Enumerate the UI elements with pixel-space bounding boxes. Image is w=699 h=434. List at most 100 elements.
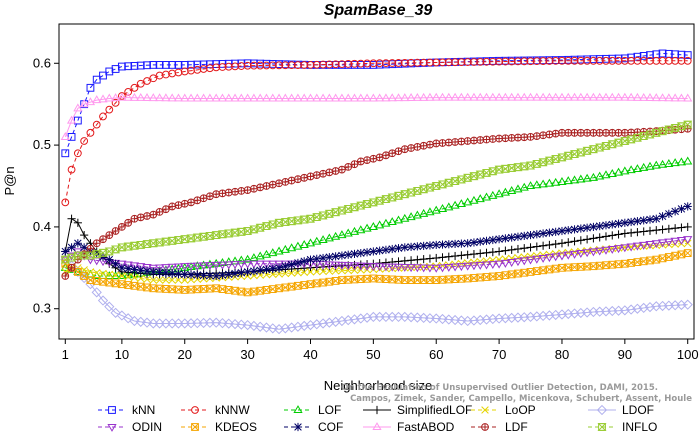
point-fastabod [129, 92, 140, 101]
point-inflo [525, 161, 536, 170]
point-knnw [457, 58, 466, 67]
point-knnw [350, 59, 359, 68]
point-ldof [236, 319, 247, 330]
point-simplifiedlof [80, 231, 89, 240]
point-odin [337, 261, 347, 270]
legend: kNN kNNW LOF SimplifiedLOF LoOP LDOF ODIN KDEOS… [98, 403, 657, 434]
point-odin [142, 263, 152, 272]
point-fastabod [425, 92, 435, 101]
x-tick-label: 50 [366, 347, 380, 362]
point-loop [344, 266, 352, 275]
point-odin [249, 260, 259, 269]
point-cof [570, 225, 579, 234]
point-simplifiedlof [601, 232, 611, 241]
point-lof [236, 255, 246, 264]
point-knnw [583, 56, 592, 65]
point-ldf [545, 130, 554, 139]
point-ldof [211, 317, 222, 328]
point-inflo [607, 140, 617, 149]
point-odin [381, 263, 391, 272]
point-inflo [318, 211, 328, 220]
series-knn [61, 49, 692, 158]
point-kdeos [432, 276, 441, 284]
point-ldof [97, 295, 109, 306]
x-tick-label: 30 [240, 347, 254, 362]
series-knnw [61, 56, 692, 207]
point-knn [105, 67, 114, 76]
point-lof [104, 271, 114, 280]
point-knnw [369, 59, 378, 68]
point-fastabod [154, 93, 165, 102]
legend-marker [481, 406, 489, 414]
point-inflo [224, 229, 234, 238]
point-fastabod [293, 93, 303, 102]
point-kdeos [212, 284, 221, 293]
point-cof [608, 220, 617, 229]
point-odin [431, 264, 441, 273]
point-odin [444, 263, 454, 272]
point-inflo [670, 124, 680, 132]
point-odin [576, 250, 586, 258]
point-kdeos [532, 267, 541, 275]
point-fastabod [243, 93, 253, 102]
point-odin [450, 263, 460, 272]
point-lof [620, 166, 630, 175]
point-ldf [92, 239, 101, 248]
point-odin [400, 263, 410, 272]
point-loop [294, 268, 302, 277]
point-inflo [349, 203, 360, 212]
legend-label: LDOF [622, 403, 654, 417]
point-ldf [407, 144, 415, 152]
point-ldf [155, 208, 164, 216]
point-odin [475, 261, 485, 270]
point-inflo [60, 255, 70, 264]
point-fastabod [274, 93, 284, 102]
point-kdeos [306, 280, 315, 289]
x-tick-label: 80 [555, 347, 569, 362]
point-odin [519, 257, 529, 266]
point-kdeos [294, 281, 302, 290]
point-knnw [237, 62, 246, 70]
point-ldf [426, 140, 434, 149]
point-ldf [400, 145, 409, 154]
point-knn [124, 62, 133, 71]
point-knnw [86, 128, 95, 137]
point-odin [167, 263, 177, 272]
point-cof [438, 240, 447, 249]
point-cof [142, 267, 152, 276]
legend-marker [293, 422, 303, 432]
point-ldf [564, 128, 573, 137]
point-lof [450, 200, 460, 209]
point-loop [426, 262, 434, 271]
point-knnw [92, 120, 101, 129]
point-knn [212, 60, 221, 68]
point-odin [362, 262, 372, 271]
point-ldf [99, 235, 107, 244]
point-ldf [143, 212, 151, 220]
point-kdeos [482, 273, 491, 281]
point-inflo [538, 158, 548, 167]
point-inflo [513, 163, 523, 172]
point-odin [148, 264, 158, 273]
point-fastabod [142, 93, 152, 102]
point-inflo [117, 243, 127, 252]
series-cof [61, 202, 692, 281]
point-fastabod [588, 92, 599, 101]
point-fastabod [481, 92, 492, 101]
series-line-knnw [64, 60, 688, 203]
point-loop [287, 269, 296, 277]
point-simplifiedlof [482, 248, 491, 257]
point-fastabod [582, 92, 592, 101]
point-fastabod [224, 93, 234, 102]
point-ldf [287, 176, 296, 185]
point-simplifiedlof [633, 228, 642, 237]
point-lof [261, 249, 272, 258]
point-cof [388, 244, 397, 254]
point-inflo [576, 148, 586, 157]
point-odin [161, 264, 171, 273]
point-odin [349, 262, 360, 271]
point-fastabod [110, 93, 121, 102]
point-odin [607, 245, 617, 254]
point-fastabod [632, 92, 643, 101]
point-loop [105, 270, 114, 279]
